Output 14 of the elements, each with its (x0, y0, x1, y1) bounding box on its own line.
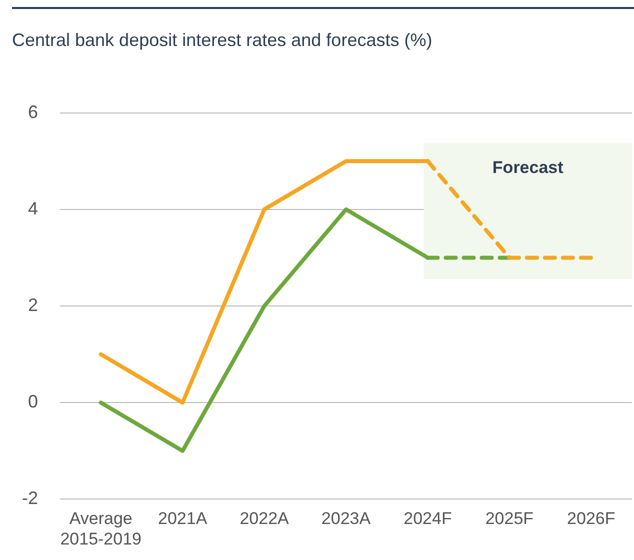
x-tick-label: 2023A (321, 509, 372, 528)
y-tick-label: 2 (28, 294, 38, 315)
x-tick-label: 2026F (567, 509, 616, 528)
band-label: Forecast (492, 158, 564, 177)
x-tick-label: 2022A (240, 509, 290, 528)
chart-title: Central bank deposit interest rates and forecasts (%) (12, 30, 432, 51)
y-tick-label: 4 (28, 198, 38, 218)
x-tick-label: 2021A (158, 509, 208, 528)
y-tick-label: 6 (28, 102, 38, 122)
x-tick-label: 2025F (485, 509, 534, 528)
x-tick-label: Average 2015-2019 (60, 509, 142, 548)
y-tick-label: -2 (22, 488, 38, 508)
y-tick-label: 0 (28, 392, 38, 412)
x-tick-label: 2024F (404, 509, 452, 528)
